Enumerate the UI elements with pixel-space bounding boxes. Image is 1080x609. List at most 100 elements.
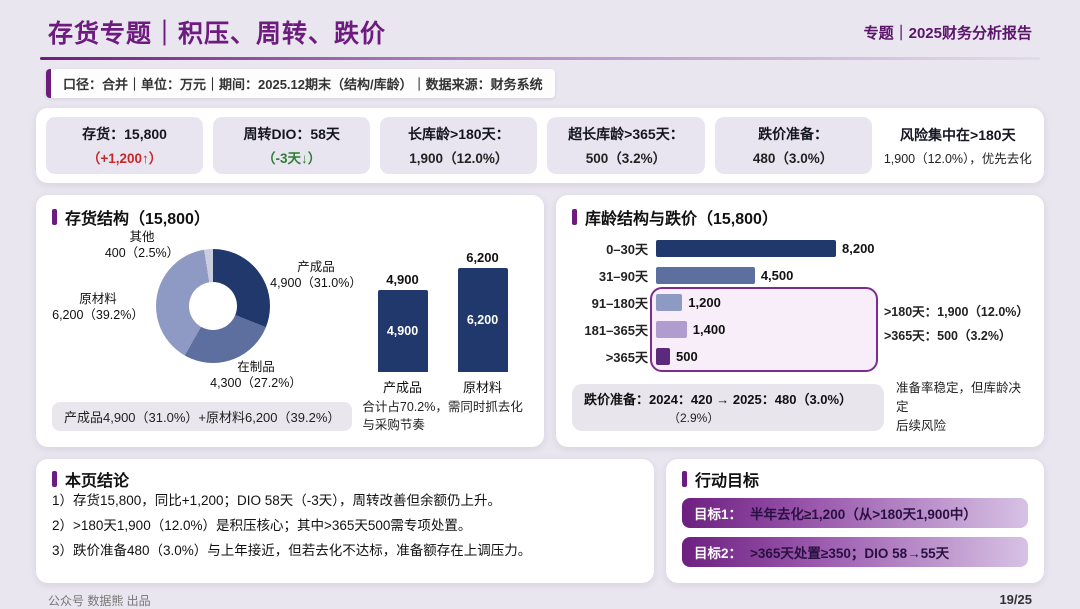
kpi-risk-note: 风险集中在>180天 1,900（12.0%），优先去化 — [882, 117, 1034, 174]
header-divider — [40, 57, 1040, 60]
goal-pill-2: 目标2： >365天处置≥350；DIO 58→55天 — [682, 537, 1028, 567]
bar-track: 1,400 — [656, 321, 836, 338]
bar-value-label: 6,200 — [466, 250, 499, 265]
bottom-row: 本页结论 1）存货15,800，同比+1,200；DIO 58天（-3天），周转… — [36, 459, 1044, 583]
bar-value-label: 4,900 — [386, 272, 419, 287]
segment-value: 6,200（39.2%） — [52, 308, 144, 323]
kpi-delta-up: （+1,200↑） — [86, 151, 163, 166]
bar — [656, 321, 687, 338]
inventory-donut — [156, 249, 270, 363]
bar-value: 500 — [676, 349, 698, 364]
bar-category-label: 产成品 — [382, 380, 422, 395]
aging-row: 181–365天 1,400 — [572, 316, 880, 343]
structure-panel-header: 存货结构（15,800） — [52, 207, 528, 228]
provision-pill: 跌价准备：2024：420 → 2025：480（3.0%） （2.9%） — [572, 383, 884, 431]
aging-panel: 库龄结构与跌价（15,800） 0–30天 8,200 31–90天 — [556, 195, 1044, 447]
donut-label-finished: 产成品 4,900（31.0%） — [268, 259, 364, 292]
structure-note-pill: 产成品4,900（31.0%）+原材料6,200（39.2%） — [52, 402, 353, 431]
bar-value: 8,200 — [842, 241, 875, 256]
conclusion-item: 2）>180天1,900（12.0%）是积压核心；其中>365天500需专项处置… — [52, 517, 472, 533]
provision-note-line2: 后续风险 — [896, 418, 947, 433]
goal-pill-1: 目标1： 半年去化≥1,200（从>180天1,900中） — [682, 498, 1028, 528]
title-accent-bar — [572, 209, 577, 225]
footer: 公众号 数据熊 出品 19/25 — [36, 592, 1044, 609]
bar: 4,900 — [377, 290, 428, 372]
bar-track: 4,500 — [656, 267, 836, 284]
provision-row: 跌价准备：2024：420 → 2025：480（3.0%） （2.9%） 准备… — [572, 379, 1028, 435]
bar-value: 1,200 — [688, 295, 721, 310]
risk-note-line1: 风险集中在>180天 — [900, 126, 1016, 143]
aging-chart: 0–30天 8,200 31–90天 4,500 — [572, 235, 880, 372]
aging-row: 91–180天 1,200 — [572, 289, 880, 316]
donut-hole — [189, 282, 237, 330]
segment-name: 原材料 — [79, 292, 117, 306]
aging-panel-header: 库龄结构与跌价（15,800） — [572, 207, 1028, 228]
bar — [656, 348, 670, 365]
aging-side-note: >180天：1,900（12.0%） >365天：500（3.2%） — [880, 235, 1029, 370]
goal-label: 目标2： — [694, 546, 743, 561]
aging-highlight-box — [650, 287, 878, 372]
kpi-card-aging-365: 超长库龄>365天： 500（3.2%） — [547, 117, 705, 174]
aging-row-label: 0–30天 — [606, 242, 648, 257]
provision-line1: 跌价准备：2024：420 → 2025：480（3.0%） — [584, 391, 853, 407]
donut-label-raw: 原材料 6,200（39.2%） — [44, 291, 152, 324]
page-title: 存货专题｜积压、周转、跌价 — [48, 20, 387, 48]
aging-row-label: 31–90天 — [598, 269, 648, 284]
bar-inner-value: 6,200 — [466, 313, 499, 327]
bar-category-label: 原材料 — [462, 380, 502, 395]
segment-name: 其他 — [129, 230, 155, 244]
segment-value: 400（2.5%） — [104, 246, 180, 261]
donut-label-other: 其他 400（2.5%） — [92, 229, 192, 262]
bar — [656, 294, 683, 311]
aging-row: 31–90天 4,500 — [572, 262, 880, 289]
provision-line2: （2.9%） — [668, 410, 720, 425]
kpi-strip: 存货：15,800 （+1,200↑） 周转DIO：58天 （-3天↓） 长库龄… — [36, 108, 1044, 183]
donut-area: 其他 400（2.5%） 产成品 4,900（31.0%） 原材料 6,200（… — [52, 229, 362, 393]
bar-value: 4,500 — [760, 268, 794, 283]
bar-finished: 4,900 4,900 产成品 — [377, 272, 428, 395]
title-accent-bar — [682, 471, 687, 487]
kpi-card-dio: 周转DIO：58天 （-3天↓） — [213, 117, 371, 174]
structure-bar-chart: 4,900 4,900 产成品 6,200 6,200 原材料 — [357, 231, 528, 395]
aging-panel-title: 库龄结构与跌价（15,800） — [585, 211, 778, 228]
kpi-value: 500（3.2%） — [585, 151, 667, 166]
goals-panel: 行动目标 目标1： 半年去化≥1,200（从>180天1,900中） 目标2： … — [666, 459, 1044, 583]
page-number: 19/25 — [999, 592, 1032, 607]
goal-text: 半年去化≥1,200（从>180天1,900中） — [750, 507, 977, 522]
goals-header: 行动目标 — [682, 469, 1028, 490]
aging-row-label: >365天 — [605, 350, 648, 365]
goal-label: 目标1： — [694, 507, 743, 522]
conclusion-item: 3）跌价准备480（3.0%）与上年接近，但若去化不达标，准备额存在上调压力。 — [52, 542, 532, 558]
structure-body: 其他 400（2.5%） 产成品 4,900（31.0%） 原材料 6,200（… — [52, 229, 528, 395]
title-accent-bar — [52, 471, 57, 487]
aging-row: >365天 500 — [572, 343, 880, 370]
charts-row: 存货结构（15,800） 其他 400（2.5%） 产成品 4,900（31.0… — [36, 195, 1044, 447]
structure-note-row: 产成品4,900（31.0%）+原材料6,200（39.2%） 合计占70.2%… — [52, 399, 528, 434]
kpi-card-inventory: 存货：15,800 （+1,200↑） — [46, 117, 204, 174]
provision-note-line1: 准备率稳定，但库龄决定 — [896, 381, 1022, 414]
kpi-label: 长库龄>180天： — [408, 126, 510, 142]
side-note-365: >365天：500（3.2%） — [884, 328, 1012, 343]
donut-label-wip: 在制品 4,300（27.2%） — [200, 359, 312, 392]
aging-row-label: 181–365天 — [584, 323, 648, 338]
bar-raw: 6,200 6,200 原材料 — [457, 250, 508, 395]
bar-inner-value: 4,900 — [386, 324, 419, 338]
bar-track: 1,200 — [656, 294, 836, 311]
bar: 6,200 — [457, 268, 508, 372]
side-note-180: >180天：1,900（12.0%） — [884, 305, 1029, 319]
segment-value: 4,300（27.2%） — [210, 376, 302, 391]
aging-row: 0–30天 8,200 — [572, 235, 880, 262]
segment-value: 4,900（31.0%） — [270, 276, 362, 291]
header: 存货专题｜积压、周转、跌价 专题｜2025财务分析报告 — [36, 14, 1044, 50]
kpi-label: 超长库龄>365天： — [568, 126, 684, 142]
title-accent-bar — [52, 209, 57, 225]
kpi-label: 周转DIO：58天 — [243, 126, 340, 142]
meta-bar: 口径：合并｜单位：万元｜期间：2025.12期末（结构/库龄）｜数据来源：财务系… — [46, 69, 555, 98]
conclusion-item: 1）存货15,800，同比+1,200；DIO 58天（-3天），周转改善但余额… — [52, 493, 501, 508]
bar — [656, 240, 836, 257]
bar — [656, 267, 755, 284]
aging-row-label: 91–180天 — [591, 296, 648, 311]
structure-note-text: 合计占70.2%，需同时抓去化与采购节奏 — [362, 400, 523, 432]
aging-body: 0–30天 8,200 31–90天 4,500 — [572, 235, 1029, 372]
